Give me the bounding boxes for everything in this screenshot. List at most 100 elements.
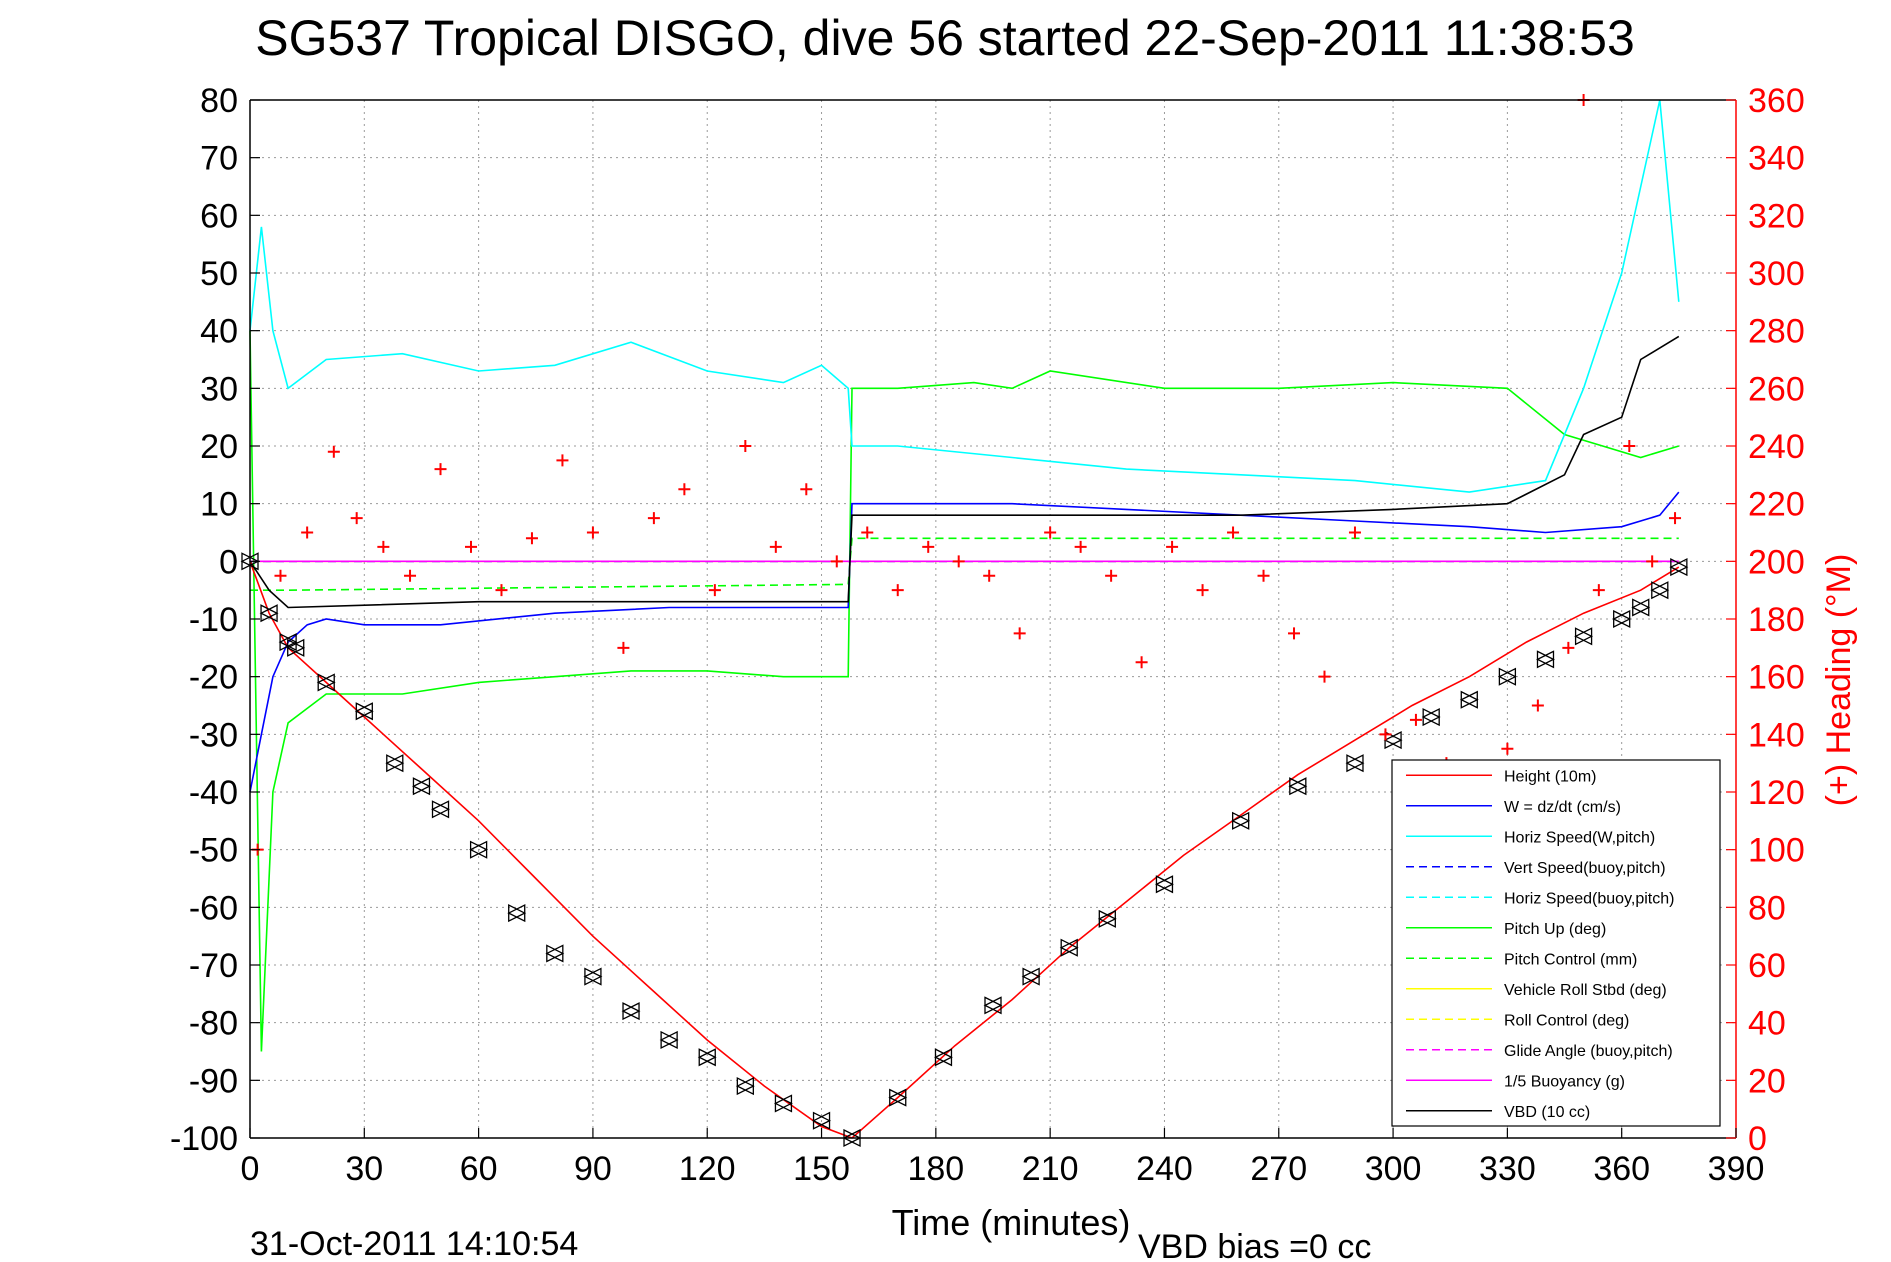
legend-label-height: Height (10m): [1504, 768, 1596, 785]
marker-triangle-left: [1021, 967, 1040, 986]
marker-triangle-left: [259, 604, 278, 623]
height-marker: [1574, 627, 1594, 646]
heading-point: [274, 569, 287, 582]
marker-triangle-left: [1459, 690, 1478, 709]
marker-triangle-left: [385, 754, 404, 773]
marker-triangle-left: [583, 967, 602, 986]
height-marker: [1650, 581, 1670, 600]
right-tick-label: 40: [1748, 1005, 1786, 1043]
right-tick-label: 220: [1748, 486, 1805, 524]
marker-triangle-left: [1097, 909, 1116, 928]
heading-point: [350, 512, 363, 525]
heading-point: [983, 569, 996, 582]
heading-point: [1623, 440, 1636, 452]
series-height: [249, 561, 1680, 1139]
height-marker: [1345, 754, 1365, 773]
heading-point: [525, 532, 538, 545]
right-tick-label: 0: [1748, 1120, 1767, 1158]
x-tick-label: 210: [1022, 1150, 1079, 1188]
legend-label-horiz-speed-model: Horiz Speed(buoy,pitch): [1504, 890, 1674, 907]
heading-point: [556, 454, 569, 467]
heading-point: [1318, 670, 1331, 683]
heading-point: [617, 641, 630, 654]
right-tick-label: 20: [1748, 1062, 1786, 1100]
heading-point: [1196, 584, 1209, 597]
height-marker: [888, 1088, 908, 1107]
legend-label-buoyancy: 1/5 Buoyancy (g): [1504, 1073, 1625, 1090]
marker-triangle-left: [934, 1048, 953, 1067]
height-marker: [983, 996, 1003, 1015]
legend: Height (10m) W = dz/dt (cm/s) Horiz Speed(…: [1391, 759, 1721, 1127]
y-tick-label: -10: [189, 601, 238, 639]
right-tick-label: 340: [1748, 140, 1805, 178]
right-tick-label: 280: [1748, 313, 1805, 351]
height-marker: [583, 967, 603, 986]
right-y-tick-labels: 0 20 40 60 80 100 120 140 160 180 200 220 240 260 280 3…: [1726, 82, 1805, 1158]
marker-triangle-left: [1288, 777, 1307, 796]
right-tick-label: 100: [1748, 832, 1805, 870]
y-tick-label: -40: [189, 774, 238, 812]
heading-point: [891, 584, 904, 597]
marker-triangle-left: [1574, 627, 1593, 646]
heading-point: [327, 445, 340, 458]
y-tick-label: -50: [189, 832, 238, 870]
heading-point: [1409, 713, 1422, 726]
legend-label-pitch: Pitch Up (deg): [1504, 921, 1606, 938]
right-tick-label: 120: [1748, 774, 1805, 812]
height-marker: [1231, 811, 1251, 830]
marker-triangle-left: [983, 996, 1002, 1015]
heading-point: [404, 569, 417, 582]
marker-triangle-left: [507, 904, 526, 923]
y-tick-labels: -100-90-80-70-60-50-40-30-20-10010203040…: [170, 82, 260, 1158]
legend-label-vert-speed-model: Vert Speed(buoy,pitch): [1504, 860, 1666, 877]
marker-triangle-left: [1383, 731, 1402, 750]
right-tick-label: 240: [1748, 428, 1805, 466]
x-tick-label: 390: [1708, 1150, 1765, 1188]
legend-label-vbd: VBD (10 cc): [1504, 1104, 1590, 1121]
y-tick-label: 80: [200, 82, 238, 120]
right-tick-label: 180: [1748, 601, 1805, 639]
height-marker: [1155, 875, 1174, 894]
heading-point: [708, 584, 721, 597]
heading-point: [434, 463, 447, 476]
footer-timestamp: 31-Oct-2011 14:10:54: [250, 1225, 578, 1262]
heading-point: [861, 526, 874, 539]
marker-triangle-left: [1231, 811, 1250, 830]
marker-triangle-left: [1536, 650, 1555, 669]
y-tick-label: -60: [189, 889, 238, 927]
marker-triangle-left: [469, 840, 488, 859]
height-marker: [545, 944, 565, 963]
marker-triangle-left: [1421, 707, 1440, 727]
right-tick-label: 80: [1748, 889, 1786, 927]
marker-triangle-left: [621, 1002, 640, 1021]
heading-point: [1227, 526, 1240, 539]
marker-triangle-left: [812, 1111, 831, 1130]
x-tick-label: 90: [574, 1150, 612, 1188]
height-marker: [1097, 909, 1117, 928]
y-tick-label: 60: [200, 197, 238, 235]
y-tick-label: -30: [189, 716, 238, 754]
right-tick-label: 140: [1748, 716, 1805, 754]
height-marker: [735, 1077, 755, 1096]
right-tick-label: 360: [1748, 82, 1805, 120]
heading-point: [377, 540, 390, 553]
y-tick-label: 10: [200, 486, 238, 524]
marker-triangle-left: [412, 777, 431, 796]
height-marker: [507, 904, 527, 923]
heading-point: [800, 483, 813, 496]
series-w: [249, 491, 1680, 793]
height-marker: [812, 1111, 831, 1130]
heading-point: [952, 555, 965, 568]
marker-triangle-left: [1345, 754, 1364, 773]
marker-triangle-left: [773, 1094, 793, 1113]
x-axis-label: Time (minutes): [892, 1202, 1131, 1243]
height-marker: [1421, 707, 1441, 727]
marker-triangle-left: [1155, 875, 1174, 894]
x-tick-label: 180: [907, 1150, 964, 1188]
legend-label-roll: Vehicle Roll Stbd (deg): [1504, 982, 1667, 999]
x-tick-label: 330: [1479, 1150, 1536, 1188]
heading-point: [1379, 728, 1392, 741]
y-tick-label: -20: [189, 659, 238, 697]
marker-triangle-left: [1059, 938, 1078, 957]
